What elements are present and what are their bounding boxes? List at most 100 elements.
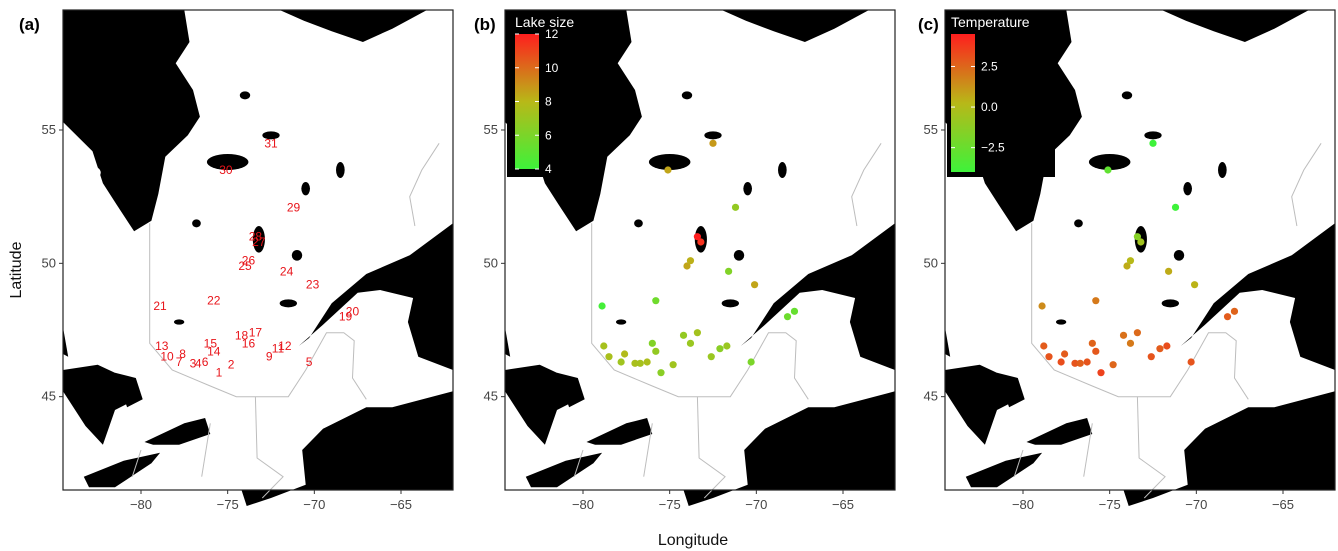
y-tick-label: 55 bbox=[924, 122, 938, 137]
site-point-14 bbox=[1092, 347, 1100, 355]
site-label-9: 9 bbox=[266, 350, 273, 364]
legend-ticks: 12 10 8 6 4 bbox=[515, 27, 559, 176]
water-lake-erie bbox=[525, 452, 603, 488]
legend-tick-label: −2.5 bbox=[981, 141, 1005, 155]
site-label-21: 21 bbox=[153, 299, 167, 313]
water-georgian-bay bbox=[557, 372, 585, 408]
site-point-8 bbox=[1061, 350, 1069, 358]
site-point-2 bbox=[669, 361, 677, 369]
site-point-21 bbox=[1038, 302, 1046, 310]
y-tick-label: 45 bbox=[484, 389, 498, 404]
site-points bbox=[1038, 139, 1239, 377]
site-label-27: 27 bbox=[252, 235, 266, 249]
site-label-8: 8 bbox=[179, 347, 186, 361]
axes: −80 −75 −70 −65 45 50 55 bbox=[924, 9, 1336, 512]
lake-shape bbox=[721, 299, 739, 308]
lake-shape bbox=[1173, 250, 1185, 261]
lake-shape bbox=[1088, 154, 1131, 170]
site-point-28 bbox=[693, 233, 701, 241]
lake-shape bbox=[291, 250, 303, 261]
panel-tag: (c) bbox=[918, 15, 939, 34]
y-tick-label: 45 bbox=[924, 389, 938, 404]
site-point-4 bbox=[1076, 359, 1084, 367]
site-point-25 bbox=[683, 262, 691, 270]
x-tick-label: −80 bbox=[1012, 497, 1034, 512]
site-point-31 bbox=[1149, 139, 1157, 147]
site-point-26 bbox=[686, 257, 695, 265]
border-line bbox=[1291, 143, 1322, 227]
site-label-2: 2 bbox=[228, 358, 235, 372]
site-point-22 bbox=[652, 297, 660, 305]
site-label-17: 17 bbox=[249, 326, 263, 340]
site-point-24 bbox=[1165, 267, 1173, 275]
water-lake-ontario bbox=[1026, 418, 1093, 445]
legend-tick-label: 4 bbox=[545, 162, 552, 176]
site-point-20 bbox=[1230, 307, 1239, 315]
site-point-13 bbox=[1040, 342, 1048, 350]
lake-shape bbox=[634, 219, 643, 228]
site-point-13 bbox=[600, 342, 608, 350]
site-point-5 bbox=[747, 358, 755, 366]
site-point-18 bbox=[679, 331, 688, 339]
water-lake-ontario bbox=[586, 418, 653, 445]
lake-shape bbox=[262, 131, 280, 140]
x-axis-label: Longitude bbox=[658, 532, 728, 549]
site-label-25: 25 bbox=[238, 259, 252, 273]
x-tick-label: −70 bbox=[1185, 497, 1207, 512]
site-label-24: 24 bbox=[280, 264, 294, 278]
plot-frame bbox=[504, 9, 896, 491]
site-point-30 bbox=[664, 166, 672, 174]
lake-shape bbox=[1074, 219, 1083, 228]
site-label-22: 22 bbox=[207, 294, 221, 308]
x-tick-label: −80 bbox=[572, 497, 594, 512]
border-line bbox=[1013, 449, 1024, 477]
border-line bbox=[1136, 396, 1166, 499]
legend-lake-size: Lake size 12 10 8 6 4 bbox=[507, 12, 603, 177]
site-label-14: 14 bbox=[207, 344, 221, 358]
site-point-19 bbox=[783, 313, 792, 321]
lake-shape bbox=[206, 154, 249, 170]
site-label-15: 15 bbox=[204, 336, 218, 350]
lake-shape bbox=[615, 319, 627, 325]
water-lake-erie bbox=[965, 452, 1043, 488]
lake-shape bbox=[778, 162, 787, 178]
site-point-7 bbox=[617, 358, 625, 366]
site-label-5: 5 bbox=[306, 355, 313, 369]
legend-tick-label: 10 bbox=[545, 61, 559, 75]
panel-b: (b) −80 −75 −70 −65 45 50 55 Lake size 12 10 8 6 4 bbox=[474, 9, 896, 512]
plot-frame bbox=[62, 9, 454, 491]
lake-shape bbox=[648, 154, 691, 170]
site-point-23 bbox=[1191, 281, 1199, 289]
site-point-30 bbox=[1104, 166, 1112, 174]
water-gulf-of-st-lawrence bbox=[740, 223, 895, 370]
x-tick-label: −75 bbox=[1099, 497, 1121, 512]
map-base bbox=[63, 10, 453, 506]
site-label-10: 10 bbox=[160, 350, 174, 364]
site-point-31 bbox=[709, 139, 717, 147]
site-point-5 bbox=[1187, 358, 1195, 366]
lake-shape bbox=[192, 219, 201, 228]
y-tick-label: 45 bbox=[42, 389, 56, 404]
site-label-6: 6 bbox=[202, 355, 209, 369]
site-point-21 bbox=[598, 302, 606, 310]
lake-shape bbox=[252, 226, 265, 253]
site-label-12: 12 bbox=[278, 339, 292, 353]
lake-shape bbox=[1144, 131, 1162, 140]
site-point-10 bbox=[605, 353, 613, 361]
site-point-25 bbox=[1123, 262, 1131, 270]
border-line bbox=[131, 449, 142, 477]
site-label-11: 11 bbox=[272, 342, 285, 356]
lake-shape bbox=[1218, 162, 1227, 178]
site-point-12 bbox=[723, 342, 731, 350]
site-label-16: 16 bbox=[242, 336, 256, 350]
site-point-24 bbox=[725, 267, 733, 275]
border-line bbox=[1031, 223, 1249, 400]
site-label-1: 1 bbox=[216, 366, 223, 380]
site-point-7 bbox=[1057, 358, 1065, 366]
site-point-14 bbox=[652, 347, 660, 355]
site-point-3 bbox=[631, 359, 639, 367]
site-label-4: 4 bbox=[195, 356, 202, 370]
site-point-3 bbox=[1071, 359, 1079, 367]
